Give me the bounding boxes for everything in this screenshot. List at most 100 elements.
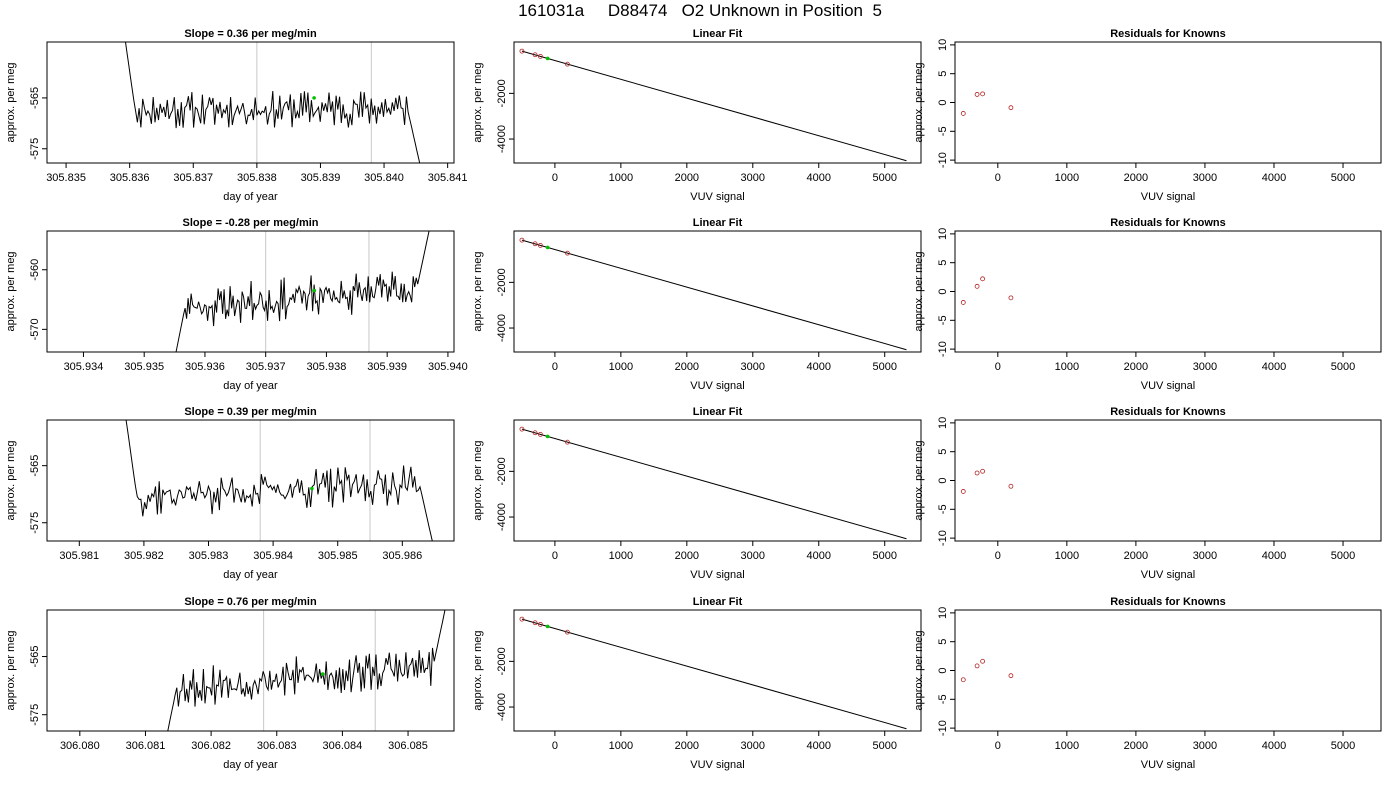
y-axis-label: approx. per meg: [472, 251, 484, 331]
plot-title: Slope = 0.36 per meg/min: [184, 28, 317, 40]
x-tick-label: 3000: [741, 740, 765, 752]
y-tick-label: 10: [937, 228, 949, 240]
y-axis-label: approx. per meg: [5, 630, 17, 710]
y-tick-label: -570: [29, 318, 41, 340]
x-tick-label: 1000: [609, 172, 633, 184]
y-axis-label: approx. per meg: [5, 251, 17, 331]
y-tick-label: -4000: [496, 693, 508, 721]
residuals-panel: Residuals for Knowns 0 1000 2000 3000 4000 500…: [913, 596, 1382, 771]
x-tick-label: 0: [995, 361, 1001, 373]
x-tick-label: 4000: [1262, 550, 1286, 562]
residual-point: [960, 677, 966, 683]
y-tick-label: 5: [937, 639, 949, 645]
x-tick-label: 2000: [675, 740, 699, 752]
known-point: [565, 439, 570, 445]
x-tick-label: 0: [995, 172, 1001, 184]
x-tick-label: 1000: [1055, 550, 1079, 562]
y-tick-label: 0: [937, 667, 949, 673]
x-tick-label: 306.083: [257, 740, 297, 752]
x-axis-label: VUV signal: [1141, 569, 1195, 581]
unknown-point: [545, 56, 550, 61]
x-tick-label: 4000: [807, 740, 831, 752]
x-tick-label: 305.936: [185, 361, 225, 373]
timeseries-panel: Slope = 0.36 per meg/min 305.835 305.836 30…: [5, 28, 468, 203]
x-tick-label: 4000: [807, 172, 831, 184]
y-tick-label: 0: [937, 99, 949, 105]
x-tick-label: 5000: [872, 550, 896, 562]
plot-title: Residuals for Knowns: [1110, 596, 1226, 608]
plot-frame: [46, 419, 455, 542]
x-tick-label: 305.981: [59, 550, 99, 562]
known-point: [532, 620, 538, 626]
unknown-point: [310, 486, 314, 491]
x-tick-label: 3000: [1193, 550, 1217, 562]
plot-title: Slope = 0.76 per meg/min: [184, 596, 317, 608]
data-trace: [124, 42, 421, 163]
x-tick-label: 305.934: [64, 361, 104, 373]
x-tick-label: 2000: [1124, 740, 1148, 752]
linear-fit-panel: Linear Fit 0 1000 2000 3000 4000 5000 VUV signa…: [472, 28, 922, 203]
x-tick-label: 2000: [1124, 361, 1148, 373]
x-tick-label: 0: [552, 550, 558, 562]
y-axis-label: approx. per meg: [913, 440, 925, 520]
x-tick-label: 2000: [1124, 172, 1148, 184]
x-axis-label: VUV signal: [690, 380, 744, 392]
unknown-point: [320, 672, 325, 676]
y-tick-label: -10: [937, 341, 949, 357]
x-tick-label: 305.939: [367, 361, 407, 373]
linear-fit-panel: Linear Fit 0 1000 2000 3000 4000 5000 VUV signa…: [472, 596, 922, 771]
x-tick-label: 305.935: [124, 361, 164, 373]
y-tick-label: -4000: [496, 314, 508, 342]
y-tick-label: -565: [29, 646, 41, 668]
residual-point: [1008, 295, 1014, 301]
plot-frame: [513, 419, 922, 542]
residual-point: [980, 468, 986, 474]
x-tick-label: 2000: [675, 172, 699, 184]
x-tick-label: 306.081: [126, 740, 166, 752]
x-tick-label: 305.937: [246, 361, 286, 373]
y-tick-label: -10: [937, 152, 949, 168]
residual-point: [980, 91, 986, 97]
plot-frame: [954, 41, 1382, 164]
y-tick-label: -565: [29, 87, 41, 109]
x-tick-label: 3000: [1193, 361, 1217, 373]
x-tick-label: 2000: [675, 550, 699, 562]
known-point: [537, 431, 543, 437]
x-tick-label: 0: [552, 740, 558, 752]
x-tick-label: 305.938: [307, 361, 347, 373]
x-tick-label: 0: [995, 740, 1001, 752]
timeseries-panel: Slope = -0.28 per meg/min 305.934 305.935 3…: [5, 217, 468, 392]
timeseries-panel: Slope = 0.76 per meg/min 306.080 306.081 30…: [5, 596, 455, 771]
data-trace: [175, 231, 430, 352]
x-tick-label: 306.082: [191, 740, 231, 752]
unknown-point: [545, 434, 550, 439]
residual-point: [974, 283, 980, 289]
fit-line: [521, 239, 907, 351]
timeseries-panel: Slope = 0.39 per meg/min 305.981 305.982 30…: [5, 406, 455, 581]
plot-frame: [513, 41, 922, 164]
known-point: [532, 430, 538, 436]
known-point: [537, 53, 543, 59]
x-axis-label: day of year: [223, 569, 278, 581]
y-tick-label: -575: [29, 704, 41, 726]
unknown-point: [312, 288, 317, 293]
known-point: [519, 616, 525, 622]
x-tick-label: 1000: [1055, 172, 1079, 184]
x-tick-label: 5000: [872, 172, 896, 184]
x-tick-label: 1000: [609, 361, 633, 373]
y-axis-label: approx. per meg: [913, 251, 925, 331]
fit-line: [521, 428, 907, 540]
plot-title: Slope = -0.28 per meg/min: [182, 217, 318, 229]
x-axis-label: VUV signal: [1141, 191, 1195, 203]
linear-fit-panel: Linear Fit 0 1000 2000 3000 4000 5000 VUV signa…: [472, 406, 922, 581]
known-point: [565, 250, 570, 256]
y-tick-label: 10: [937, 39, 949, 51]
y-tick-label: -2000: [496, 647, 508, 675]
known-point: [532, 52, 538, 58]
plot-frame: [46, 609, 455, 732]
x-tick-label: 3000: [741, 361, 765, 373]
x-tick-label: 0: [552, 172, 558, 184]
x-tick-label: 305.837: [173, 172, 213, 184]
x-tick-label: 305.940: [428, 361, 468, 373]
